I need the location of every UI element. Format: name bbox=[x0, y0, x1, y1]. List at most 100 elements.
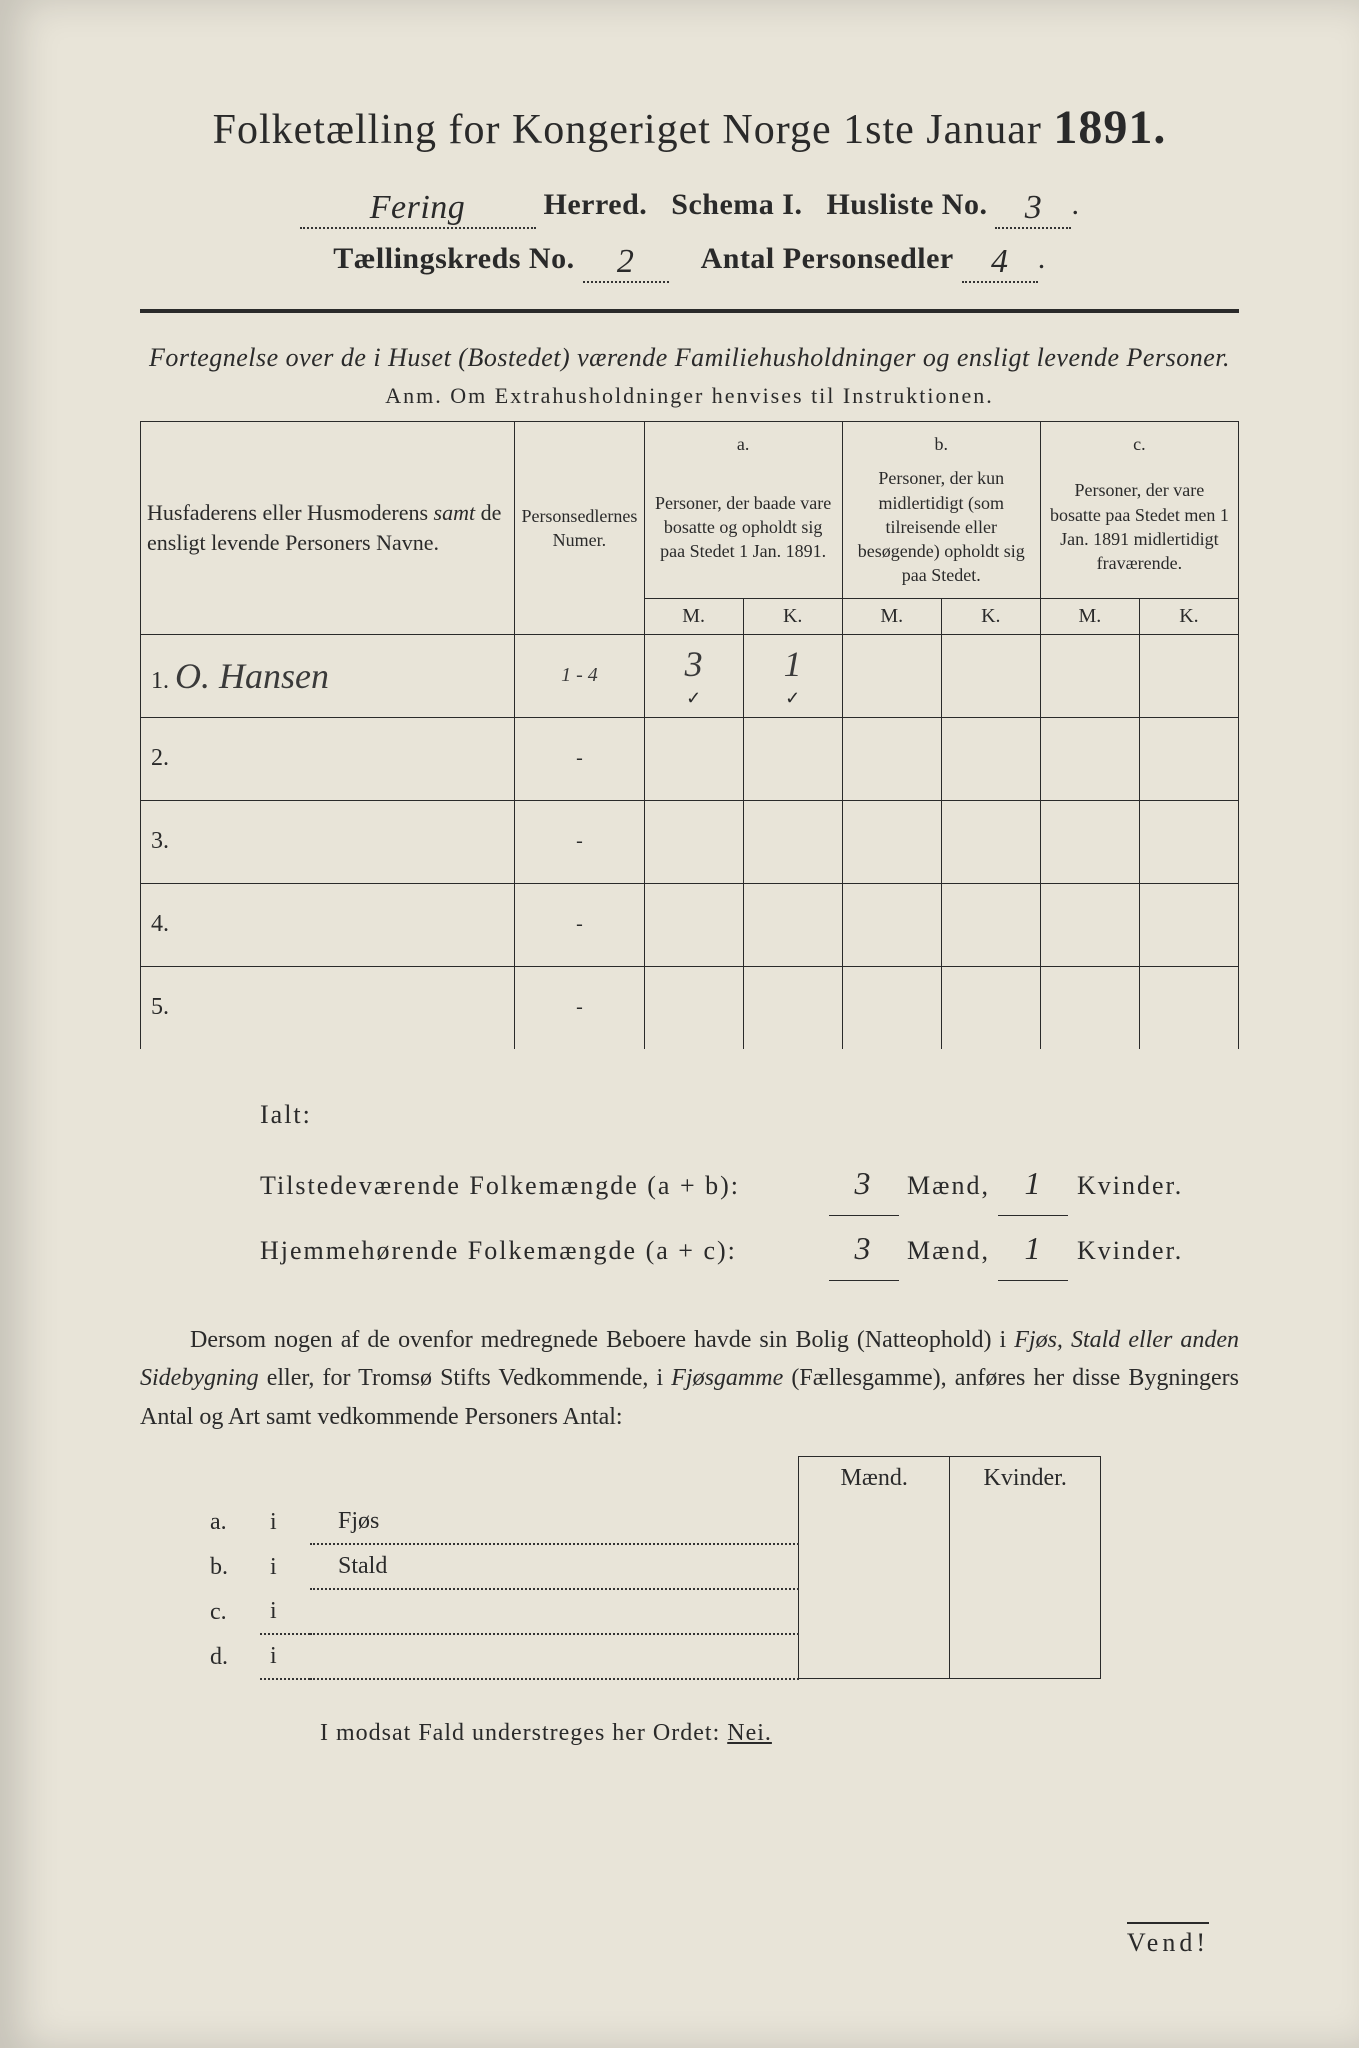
cell-b-m bbox=[842, 800, 941, 883]
bottom-row: a. i Fjøs bbox=[200, 1500, 1101, 1544]
row-label: Fjøs bbox=[310, 1500, 799, 1544]
cell-num: 1 - 4 bbox=[515, 634, 644, 717]
row-letter: d. bbox=[200, 1634, 260, 1679]
col-header-b-label: b. bbox=[842, 422, 1040, 457]
main-table: Husfaderens eller Husmoderens samt de en… bbox=[140, 421, 1239, 1049]
header-line-2: Tællingskreds No. 2 Antal Personsedler 4… bbox=[140, 239, 1239, 279]
row-i: i bbox=[260, 1589, 310, 1634]
row-i: i bbox=[260, 1544, 310, 1589]
cell-a-m bbox=[644, 966, 743, 1049]
bottom-maend-header: Mænd. bbox=[799, 1456, 950, 1500]
cell-a-k bbox=[743, 966, 842, 1049]
page-title: Folketælling for Kongeriget Norge 1ste J… bbox=[140, 100, 1239, 155]
col-header-name: Husfaderens eller Husmoderens samt de en… bbox=[141, 422, 515, 635]
col-c-m: M. bbox=[1040, 598, 1139, 634]
table-row: 2. - bbox=[141, 717, 1239, 800]
anm-note: Anm. Om Extrahusholdninger henvises til … bbox=[140, 383, 1239, 409]
row-letter: c. bbox=[200, 1589, 260, 1634]
cell-num: - bbox=[515, 800, 644, 883]
cell-b-k bbox=[941, 883, 1040, 966]
cell-c-m bbox=[1040, 634, 1139, 717]
bottom-row: d. i bbox=[200, 1634, 1101, 1679]
row-label-text: Stald bbox=[338, 1553, 387, 1579]
instructions-paragraph: Dersom nogen af de ovenfor medregnede Be… bbox=[140, 1321, 1239, 1436]
bottom-row: c. i bbox=[200, 1589, 1101, 1634]
col-header-c-label: c. bbox=[1040, 422, 1238, 457]
cell-b-k bbox=[941, 800, 1040, 883]
kreds-value: 2 bbox=[583, 243, 669, 283]
col-c-k: K. bbox=[1139, 598, 1238, 634]
title-year: 1891. bbox=[1053, 101, 1166, 154]
row-i: i bbox=[260, 1500, 310, 1544]
nei-word: Nei. bbox=[727, 1720, 772, 1746]
line2-m: 3 bbox=[829, 1216, 899, 1281]
table-row: 5. - bbox=[141, 966, 1239, 1049]
row-name: 4. bbox=[141, 883, 515, 966]
herred-value: Fering bbox=[300, 189, 536, 229]
row-name: 3. bbox=[141, 800, 515, 883]
cell-c-k bbox=[1139, 883, 1238, 966]
bottom-row: b. i Stald bbox=[200, 1544, 1101, 1589]
row-letter: b. bbox=[200, 1544, 260, 1589]
table-row: 1. O. Hansen 1 - 4 3✓ 1✓ bbox=[141, 634, 1239, 717]
row-letter: a. bbox=[200, 1500, 260, 1544]
cell-c-m bbox=[1040, 717, 1139, 800]
cell-a-m bbox=[644, 800, 743, 883]
row-name: 2. bbox=[141, 717, 515, 800]
maend-label: Mænd, bbox=[907, 1236, 990, 1265]
totals-line-2: Hjemmehørende Folkemængde (a + c): 3 Mæn… bbox=[260, 1216, 1239, 1281]
col-b-k: K. bbox=[941, 598, 1040, 634]
row-i: i bbox=[260, 1634, 310, 1679]
line1-k: 1 bbox=[998, 1151, 1068, 1216]
line1-m: 3 bbox=[829, 1151, 899, 1216]
totals-block: Ialt: Tilstedeværende Folkemængde (a + b… bbox=[260, 1089, 1239, 1281]
cell-m bbox=[799, 1544, 950, 1589]
cell-c-k bbox=[1139, 634, 1238, 717]
title-text: Folketælling for Kongeriget Norge 1ste J… bbox=[213, 107, 1042, 153]
ialt-heading: Ialt: bbox=[260, 1089, 1239, 1141]
cell-c-m bbox=[1040, 883, 1139, 966]
nei-line: I modsat Fald understreges her Ordet: Ne… bbox=[320, 1720, 1239, 1747]
row-label: Stald bbox=[310, 1544, 799, 1589]
cell-a-k bbox=[743, 800, 842, 883]
cell-b-m bbox=[842, 966, 941, 1049]
cell-c-m bbox=[1040, 800, 1139, 883]
cell-b-m bbox=[842, 883, 941, 966]
sedler-label: Antal Personsedler bbox=[701, 242, 954, 275]
row-label-text: Fjøs bbox=[338, 1508, 379, 1534]
sedler-value: 4 bbox=[962, 243, 1038, 283]
herred-label: Herred. bbox=[544, 188, 648, 221]
cell-a-m bbox=[644, 883, 743, 966]
cell-m bbox=[799, 1500, 950, 1544]
schema-label: Schema I. bbox=[671, 188, 802, 221]
cell-a-k bbox=[743, 883, 842, 966]
line2-label: Hjemmehørende Folkemængde (a + c): bbox=[260, 1225, 820, 1277]
cell-b-k bbox=[941, 634, 1040, 717]
subtitle: Fortegnelse over de i Huset (Bostedet) v… bbox=[140, 343, 1239, 373]
spacer bbox=[260, 1456, 310, 1500]
cell-a-m bbox=[644, 717, 743, 800]
col-header-a-label: a. bbox=[644, 422, 842, 457]
cell-c-k bbox=[1139, 800, 1238, 883]
cell-c-k bbox=[1139, 966, 1238, 1049]
val: 1 bbox=[784, 644, 802, 684]
kreds-label: Tællingskreds No. bbox=[333, 242, 574, 275]
row-label bbox=[310, 1634, 799, 1679]
row-name: 1. O. Hansen bbox=[141, 634, 515, 717]
cell-b-m bbox=[842, 634, 941, 717]
husliste-value: 3 bbox=[995, 189, 1071, 229]
spacer bbox=[310, 1456, 799, 1500]
husliste-label: Husliste No. bbox=[826, 188, 987, 221]
kvinder-label: Kvinder. bbox=[1077, 1236, 1183, 1265]
row-name: 5. bbox=[141, 966, 515, 1049]
header-line-1: Fering Herred. Schema I. Husliste No. 3. bbox=[140, 185, 1239, 225]
census-form-page: Folketælling for Kongeriget Norge 1ste J… bbox=[0, 0, 1359, 2048]
cell-a-k bbox=[743, 717, 842, 800]
cell-c-m bbox=[1040, 966, 1139, 1049]
row-name-text: O. Hansen bbox=[175, 656, 329, 696]
col-b-m: M. bbox=[842, 598, 941, 634]
tick-mark: ✓ bbox=[785, 688, 800, 708]
vend-label: Vend! bbox=[1127, 1922, 1209, 1958]
row-num: 1. bbox=[151, 668, 169, 694]
totals-line-1: Tilstedeværende Folkemængde (a + b): 3 M… bbox=[260, 1151, 1239, 1216]
